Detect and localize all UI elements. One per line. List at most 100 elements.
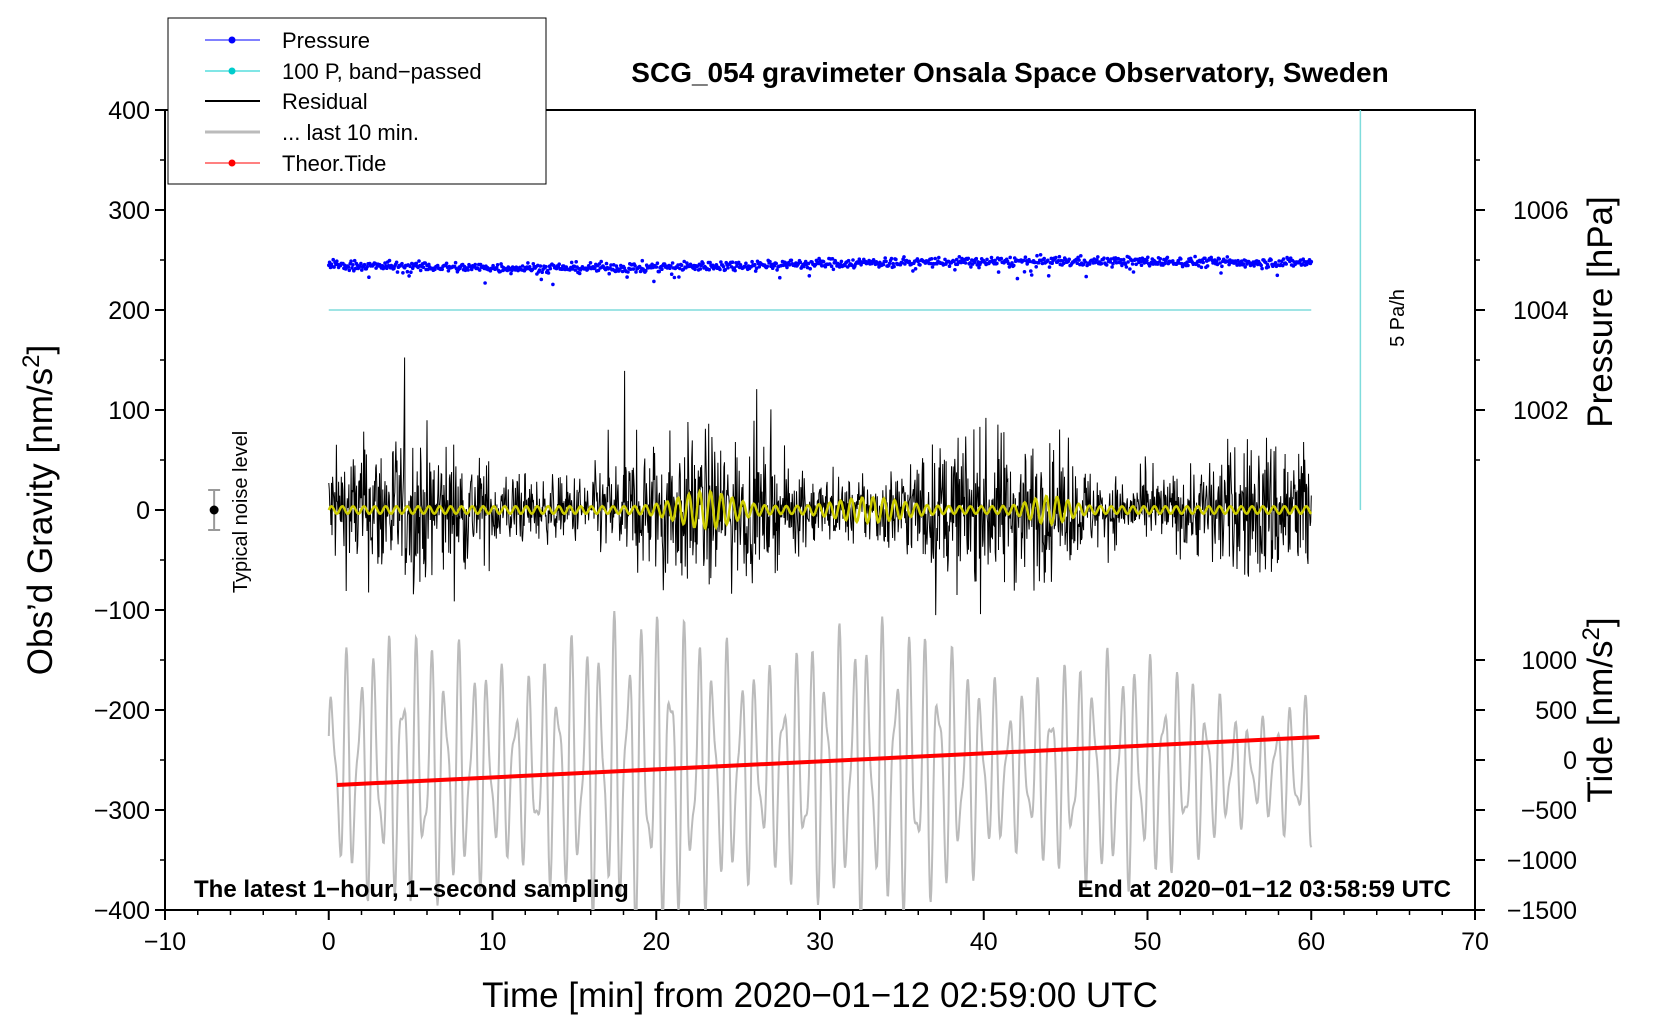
residual-series	[328, 357, 1312, 616]
pressure-point	[1269, 258, 1273, 262]
pressure-point	[778, 275, 782, 280]
pressure-point	[414, 261, 419, 266]
pressure-point	[1076, 255, 1080, 260]
pressure-point	[959, 260, 963, 265]
pressure-point	[1146, 255, 1150, 260]
pressure-axis-title: Pressure [hPa]	[1581, 196, 1620, 428]
pressure-point	[362, 262, 367, 267]
pressure-point	[918, 263, 922, 267]
pressure-point	[544, 264, 548, 269]
pressure-point	[1145, 258, 1149, 263]
pressure-point	[831, 267, 836, 272]
pressure-point	[1110, 265, 1114, 269]
pressure-point	[768, 259, 772, 264]
pressure-point	[808, 266, 812, 271]
pressure-point	[757, 265, 762, 269]
pressure-point	[733, 268, 737, 273]
pressure-point	[774, 261, 778, 266]
pressure-point	[633, 264, 637, 268]
legend-entry-last-10-min: ... last 10 min.	[205, 120, 419, 145]
pressure-point	[1057, 254, 1062, 259]
pressure-point	[557, 262, 561, 267]
pressure-point	[966, 256, 971, 261]
pressure-point	[569, 260, 574, 265]
tide-tick-label: −500	[1521, 797, 1577, 825]
pressure-point	[953, 268, 957, 272]
pressure-point	[1096, 255, 1100, 259]
pressure-point	[843, 263, 847, 268]
y-tick-label: −100	[94, 597, 150, 625]
pressure-series	[327, 253, 1314, 287]
pressure-point	[1220, 264, 1224, 269]
tide-axis-title-end: ]	[1581, 617, 1620, 627]
pressure-point	[753, 269, 758, 273]
pressure-point	[1010, 261, 1014, 265]
pressure-point	[538, 264, 543, 268]
pressure-point	[972, 260, 977, 265]
pressure-point	[952, 259, 956, 264]
tide-axis-ticks: −1500 −1000 −500 0 500 1000	[1475, 647, 1577, 925]
pressure-point	[477, 268, 482, 272]
pressure-point	[574, 260, 578, 264]
pressure-point	[466, 268, 470, 272]
chart-title: SCG_054 gravimeter Onsala Space Observat…	[631, 57, 1388, 88]
pressure-point	[1288, 259, 1292, 264]
pressure-point	[440, 267, 445, 272]
pressure-point	[1134, 262, 1138, 267]
pressure-point	[1084, 274, 1088, 279]
pressure-point	[509, 271, 513, 276]
pressure-point	[1126, 260, 1130, 264]
x-axis-ticks: −10 0 10 20 30 40 50 60 70	[144, 910, 1489, 956]
pressure-rate-label: 5 Pa/h	[1387, 289, 1409, 347]
tide-tick-label: −1000	[1507, 847, 1577, 875]
pressure-point	[726, 266, 730, 270]
y-tick-label: 400	[108, 97, 150, 125]
pressure-point	[1114, 260, 1119, 265]
y-tick-label: −200	[94, 697, 150, 725]
pressure-point	[677, 275, 681, 279]
pressure-point	[996, 270, 1001, 274]
pressure-point	[1171, 259, 1175, 263]
pressure-point	[351, 263, 355, 267]
pressure-point	[1029, 269, 1033, 273]
x-tick-label: 70	[1461, 928, 1489, 956]
pressure-point	[947, 264, 952, 269]
pressure-point	[626, 270, 630, 274]
pressure-point	[577, 271, 582, 276]
pressure-point	[907, 259, 912, 264]
pressure-point	[570, 267, 575, 271]
pressure-point	[930, 265, 935, 269]
pressure-point	[693, 267, 697, 272]
tide-axis-title-main: Tide [nm/s	[1581, 641, 1620, 803]
pressure-point	[1054, 255, 1058, 260]
pressure-point	[678, 266, 682, 271]
x-tick-label: 0	[322, 928, 336, 956]
pressure-point	[462, 264, 467, 269]
pressure-point	[1130, 262, 1135, 266]
pressure-point	[802, 264, 806, 269]
pressure-point	[902, 255, 906, 259]
pressure-point	[718, 267, 722, 272]
pressure-point	[883, 256, 887, 260]
pressure-point	[1121, 257, 1126, 262]
pressure-point	[1077, 258, 1081, 262]
theoretical-tide-line	[336, 735, 1320, 787]
end-time-note: End at 2020−01−12 03:58:59 UTC	[1077, 876, 1451, 903]
pressure-point	[407, 274, 411, 278]
y-tick-label: 0	[136, 497, 150, 525]
pressure-point	[805, 265, 810, 270]
pressure-point	[560, 267, 564, 272]
pressure-point	[453, 260, 458, 265]
legend-label-theor-tide: Theor.Tide	[282, 151, 386, 176]
pressure-point	[494, 265, 499, 270]
pressure-point	[1140, 256, 1145, 261]
tide-tick-label: 500	[1535, 697, 1577, 725]
pressure-axis-ticks: 1002 1004 1006	[1475, 159, 1569, 461]
y-tick-label: −400	[94, 897, 150, 925]
pressure-point	[365, 265, 370, 269]
pressure-point	[679, 263, 684, 268]
x-axis-title: Time [min] from 2020−01−12 02:59:00 UTC	[482, 976, 1158, 1015]
pressure-point	[346, 265, 351, 269]
pressure-point	[1165, 255, 1170, 260]
pressure-point	[1083, 260, 1088, 264]
